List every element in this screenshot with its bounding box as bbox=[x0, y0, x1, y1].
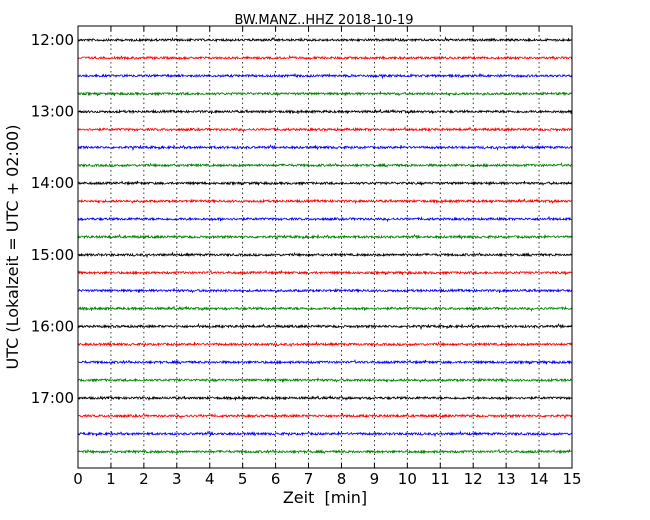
x-tick-label: 14 bbox=[530, 470, 549, 488]
y-axis-label: UTC (Lokalzeit = UTC + 02:00) bbox=[3, 125, 22, 370]
trace-row bbox=[77, 340, 573, 348]
x-tick-label: 13 bbox=[497, 470, 516, 488]
trace-row bbox=[77, 305, 573, 313]
x-tick-label: 8 bbox=[337, 470, 347, 488]
trace-row bbox=[77, 412, 573, 420]
x-axis-label: Zeit [min] bbox=[283, 488, 367, 507]
y-tick-label: 12:00 bbox=[31, 31, 74, 49]
trace-row bbox=[77, 358, 572, 365]
trace-row bbox=[77, 377, 573, 384]
x-tick-label: 2 bbox=[139, 470, 149, 488]
x-tick-label: 9 bbox=[370, 470, 380, 488]
traces bbox=[77, 36, 573, 455]
y-tick-label: 16:00 bbox=[31, 317, 74, 335]
trace-row bbox=[77, 287, 573, 294]
trace-row bbox=[77, 126, 573, 134]
chart-title: BW.MANZ..HHZ 2018-10-19 bbox=[234, 13, 413, 28]
trace-row bbox=[77, 91, 573, 97]
x-tick-label: 12 bbox=[464, 470, 483, 488]
trace-row bbox=[77, 251, 573, 259]
trace-row bbox=[77, 72, 573, 80]
trace-row bbox=[77, 448, 573, 455]
y-tick-label: 14:00 bbox=[31, 174, 74, 192]
trace-row bbox=[77, 54, 573, 61]
axis-ticks: 0 1 2 3 4 5 6 7 8 9 10 11 12 13 14 1512:0013:0014:0015:… bbox=[31, 26, 582, 488]
x-tick-label: 15 bbox=[562, 470, 581, 488]
trace-row bbox=[77, 394, 573, 401]
grid-lines bbox=[110, 26, 540, 468]
trace-row bbox=[77, 269, 573, 276]
x-tick-label: 1 bbox=[106, 470, 116, 488]
x-tick-label: 5 bbox=[238, 470, 248, 488]
trace-row bbox=[77, 36, 573, 43]
trace-row bbox=[77, 108, 573, 115]
x-tick-label: 7 bbox=[304, 470, 314, 488]
y-tick-label: 15:00 bbox=[31, 246, 74, 264]
x-tick-label: 10 bbox=[398, 470, 417, 488]
trace-row bbox=[77, 198, 573, 204]
x-tick-label: 4 bbox=[205, 470, 215, 488]
x-tick-label: 6 bbox=[271, 470, 281, 488]
y-tick-label: 17:00 bbox=[31, 389, 74, 407]
x-tick-label: 3 bbox=[172, 470, 182, 488]
trace-row bbox=[77, 430, 573, 438]
plot-frame bbox=[77, 25, 573, 469]
trace-row bbox=[77, 143, 573, 152]
trace-row bbox=[77, 322, 573, 331]
y-tick-label: 13:00 bbox=[31, 103, 74, 121]
trace-row bbox=[77, 215, 573, 223]
trace-row bbox=[77, 180, 573, 187]
trace-row bbox=[77, 162, 573, 168]
x-tick-label: 11 bbox=[431, 470, 450, 488]
x-tick-label: 0 bbox=[73, 470, 83, 488]
trace-row bbox=[77, 233, 573, 241]
